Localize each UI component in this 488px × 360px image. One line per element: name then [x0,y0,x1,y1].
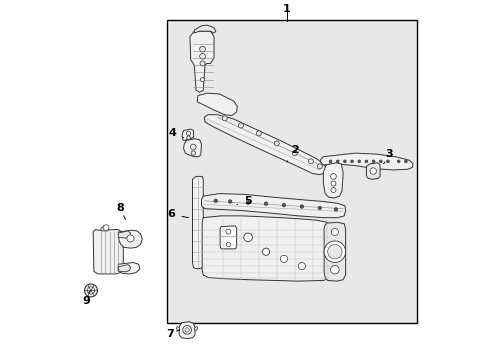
Circle shape [308,159,313,164]
Circle shape [103,225,109,230]
Circle shape [214,199,217,203]
Circle shape [330,265,339,274]
Circle shape [336,160,339,163]
Circle shape [330,228,338,235]
Circle shape [186,136,190,139]
Circle shape [191,151,195,155]
Circle shape [200,61,204,66]
Circle shape [262,248,269,255]
Polygon shape [202,216,330,281]
Polygon shape [366,163,379,179]
Text: 3: 3 [383,149,392,164]
Text: 8: 8 [116,203,125,220]
Circle shape [200,77,204,82]
Circle shape [330,174,336,179]
Circle shape [264,202,267,206]
Polygon shape [190,31,214,92]
Circle shape [225,229,230,234]
Text: 7: 7 [166,329,179,339]
Circle shape [292,150,297,156]
Polygon shape [197,93,237,116]
Circle shape [317,206,321,210]
Circle shape [282,203,285,207]
Polygon shape [194,25,215,33]
Circle shape [186,131,190,135]
Circle shape [274,141,279,146]
Circle shape [324,241,345,262]
Circle shape [199,46,205,52]
Polygon shape [192,176,203,269]
Polygon shape [323,163,343,198]
Circle shape [379,160,382,163]
Polygon shape [179,321,195,338]
Circle shape [244,233,252,242]
Circle shape [222,116,227,121]
Circle shape [298,262,305,270]
Circle shape [84,284,97,297]
Polygon shape [194,326,198,330]
Circle shape [327,244,341,259]
Circle shape [328,160,331,163]
Circle shape [396,160,399,163]
Circle shape [364,160,367,163]
Circle shape [184,328,189,332]
Circle shape [190,144,196,150]
Circle shape [126,235,134,242]
Circle shape [228,200,231,203]
Text: 1: 1 [283,4,290,14]
Circle shape [386,160,388,163]
Text: 9: 9 [82,291,90,306]
Bar [167,21,416,323]
Text: 6: 6 [167,210,188,220]
Circle shape [371,160,374,163]
Polygon shape [182,129,193,140]
Circle shape [333,208,337,211]
Polygon shape [204,115,326,175]
Circle shape [87,287,94,294]
Circle shape [357,160,360,163]
Text: 2: 2 [286,144,298,162]
Polygon shape [201,194,345,218]
Circle shape [330,181,335,186]
Circle shape [300,205,303,208]
Polygon shape [118,230,142,248]
Polygon shape [118,262,140,274]
Text: 4: 4 [168,128,183,138]
Polygon shape [324,222,345,281]
Circle shape [350,160,353,163]
Polygon shape [118,265,130,272]
Circle shape [317,164,322,169]
Polygon shape [118,231,130,238]
Circle shape [404,160,407,163]
Polygon shape [220,226,236,249]
Circle shape [343,160,346,163]
Circle shape [330,188,335,193]
Polygon shape [93,229,123,274]
Polygon shape [176,326,180,330]
Circle shape [256,131,261,136]
Circle shape [246,201,249,204]
Circle shape [226,242,230,247]
Polygon shape [320,153,412,170]
Polygon shape [101,226,109,231]
Circle shape [238,123,243,128]
Circle shape [183,325,191,334]
Circle shape [280,255,287,262]
Text: 5: 5 [237,196,251,206]
Polygon shape [183,139,201,157]
Circle shape [369,168,376,174]
Circle shape [199,53,205,59]
